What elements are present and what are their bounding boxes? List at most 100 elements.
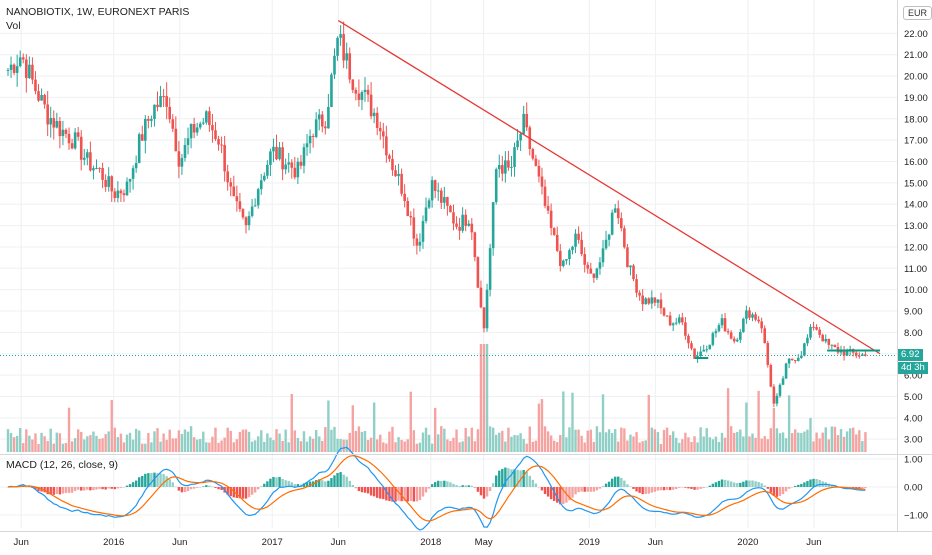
volume-bar [330,429,333,452]
volume-bar [379,434,382,452]
candle-body [6,69,10,71]
candle-body [494,169,498,203]
candle-body [616,208,620,219]
volume-bar [787,395,791,452]
macd-histogram-bar [202,486,205,487]
volume-bar [409,391,412,452]
candle-body [281,147,284,170]
volume-bar [58,433,62,452]
volume-bar [772,407,776,452]
macd-histogram-bar [83,487,86,491]
time-tick-label: 2017 [262,537,283,548]
macd-histogram-bar [80,487,83,491]
volume-bar [571,392,574,452]
macd-histogram-bar [141,475,144,487]
candle-body [830,344,834,346]
volume-bar [665,427,669,452]
volume-bar [314,429,318,452]
currency-button[interactable]: EUR [903,6,932,20]
candle-body [735,339,739,342]
candle-body [256,189,260,206]
macd-histogram-bar [363,487,367,493]
candle-body [793,360,797,362]
candle-body [333,55,336,75]
candle-body [708,344,712,350]
candle-body [555,234,559,251]
macd-histogram-bar [67,487,71,493]
candle-body [403,193,406,201]
macd-histogram-bar [437,480,440,487]
macd-histogram-bar [510,469,513,487]
candle-body [177,151,181,167]
volume-legend[interactable]: Vol [6,20,21,32]
candle-body [49,118,53,125]
candle-body [537,165,541,177]
volume-bar [131,439,135,452]
candle-body [790,358,794,361]
candle-body [833,344,837,348]
candle-body [76,132,80,137]
macd-histogram-bar [6,487,10,488]
candle-body [86,152,89,158]
volume-bar [513,434,516,452]
candle-body [397,173,400,177]
volume-bar [287,442,290,452]
macd-histogram-bar [754,481,757,487]
volume-bar [153,431,156,452]
volume-bar [9,433,13,452]
volume-bar [696,442,699,452]
volume-bar [812,441,815,452]
macd-histogram-bar [369,487,373,496]
volume-bar [675,437,678,452]
macd-histogram-bar [604,483,608,487]
volume-bar [708,437,711,452]
macd-histogram-bar [659,487,663,491]
macd-histogram-bar [488,487,492,492]
macd-histogram-bar [495,475,498,487]
time-tick-label: Jun [331,537,346,548]
volume-bar [284,429,287,452]
volume-bar [424,427,428,452]
symbol-legend[interactable]: NANOBIOTIX, 1W, EURONEXT PARIS [6,6,190,18]
macd-histogram-bar [653,487,657,492]
macd-histogram-bar [357,487,361,492]
candle-body [800,355,803,358]
macd-legend[interactable]: MACD (12, 26, close, 9) [6,459,119,471]
price-tick-label: 16.00 [904,157,928,168]
macd-histogram-bar [720,479,724,487]
macd-histogram-bar [726,480,730,487]
candle-body [778,384,782,396]
macd-histogram-bar [379,487,382,499]
candle-body [317,114,321,120]
candle-body [128,178,132,182]
volume-bar [574,429,577,452]
macd-histogram-bar [199,486,202,488]
volume-bar [49,428,52,452]
volume-bar [6,429,10,452]
volume-bar [757,390,760,452]
macd-histogram-bar [260,486,263,487]
macd-histogram-bar [687,487,690,489]
candle-body [192,123,196,133]
macd-histogram-bar [430,484,434,487]
volume-bar [229,430,232,452]
macd-histogram-bar [772,487,776,496]
macd-histogram-bar [412,487,416,502]
macd-histogram-bar [61,487,65,494]
candle-body [122,193,126,196]
macd-histogram-bar [278,476,281,487]
volume-bar [232,442,235,452]
volume-bar [446,439,449,452]
volume-bar [806,429,809,452]
macd-histogram-bar [723,479,727,487]
volume-bar [138,430,141,452]
volume-bar [476,429,480,452]
macd-histogram-bar [809,479,812,487]
candle-body [183,145,187,159]
macd-histogram-bar [852,487,855,488]
candle-body [751,314,754,318]
volume-bar [433,407,437,452]
candle-body [827,338,831,345]
